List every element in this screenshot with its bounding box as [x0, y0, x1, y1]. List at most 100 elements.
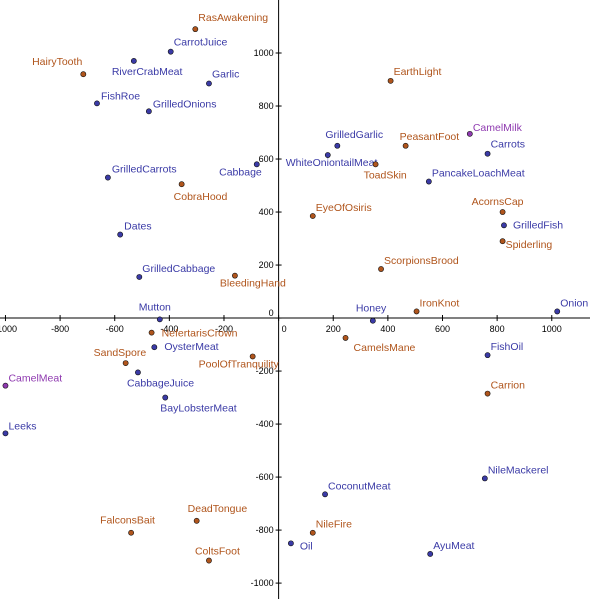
- point-leeks: [2, 430, 9, 437]
- y-tick-label: 800: [259, 101, 274, 111]
- point-label-dates: Dates: [124, 221, 151, 233]
- point-label-iron-knot: IronKnot: [420, 297, 460, 309]
- y-tick-label: 400: [259, 207, 274, 217]
- x-tick-label: 600: [435, 324, 450, 334]
- y-tick-label: -1000: [251, 578, 274, 588]
- point-label-grilled-garlic: GrilledGarlic: [325, 129, 383, 141]
- point-label-nefertaris-crown: NefertarisCrown: [162, 328, 238, 340]
- y-tick-label: -400: [256, 419, 274, 429]
- point-river-crab-meat: [130, 58, 137, 64]
- point-label-oil: Oil: [300, 540, 313, 552]
- point-grilled-cabbage: [136, 274, 143, 280]
- y-tick-label: -600: [256, 472, 274, 482]
- point-label-carrion: Carrion: [491, 380, 526, 392]
- data-points: RasAwakening CarrotJuice HairyTooth RiverCr…: [2, 12, 588, 564]
- point-pool-of-tranquility: [249, 353, 256, 360]
- point-grilled-fish: [501, 222, 507, 229]
- point-label-garlic: Garlic: [212, 68, 239, 80]
- point-label-scorpions-brood: ScorpionsBrood: [384, 255, 459, 267]
- y-tick-label: 200: [259, 260, 274, 270]
- point-bleeding-hand: [232, 272, 238, 279]
- point-bay-lobster-meat: [162, 394, 169, 401]
- x-tick-label: -400: [160, 324, 178, 334]
- x-tick-label: -200: [215, 324, 233, 334]
- point-label-pool-of-tranquility: PoolOfTranquility: [199, 358, 280, 370]
- point-hairy-tooth: [80, 71, 87, 78]
- point-camel-milk: [466, 130, 473, 137]
- point-ayu-meat: [427, 551, 434, 557]
- point-label-grilled-onions: GrilledOnions: [153, 98, 217, 110]
- point-mutton: [156, 316, 163, 323]
- point-label-grilled-carrots: GrilledCarrots: [112, 164, 177, 176]
- y-tick-label: -200: [256, 366, 274, 376]
- point-scorpions-brood: [378, 266, 384, 272]
- x-tick-label: 1000: [542, 324, 562, 334]
- point-label-mutton: Mutton: [139, 301, 171, 313]
- point-acorns-cap: [499, 209, 506, 215]
- point-label-white-oniontail-meat: WhiteOniontailMeat: [286, 157, 378, 169]
- point-label-ayu-meat: AyuMeat: [433, 540, 474, 552]
- point-grilled-carrots: [104, 174, 111, 181]
- point-cobra-hood: [178, 181, 185, 188]
- point-label-acorns-cap: AcornsCap: [472, 196, 524, 208]
- point-label-colts-foot: ColtsFoot: [195, 546, 240, 558]
- point-label-eye-of-osiris: EyeOfOsiris: [316, 202, 372, 214]
- point-label-earth-light: EarthLight: [394, 66, 442, 78]
- point-label-sand-spore: SandSpore: [94, 347, 147, 359]
- point-earth-light: [387, 77, 394, 84]
- point-sand-spore: [122, 360, 129, 367]
- point-label-toad-skin: ToadSkin: [364, 169, 407, 181]
- point-falcons-bait: [128, 529, 135, 536]
- x-tick-label: -800: [51, 324, 69, 334]
- point-onion: [554, 308, 561, 315]
- point-cabbage: [253, 161, 260, 168]
- point-label-grilled-cabbage: GrilledCabbage: [142, 263, 215, 275]
- point-label-hairy-tooth: HairyTooth: [32, 56, 82, 68]
- point-peasant-foot: [402, 142, 409, 149]
- point-grilled-onions: [145, 108, 152, 115]
- point-colts-foot: [206, 557, 212, 564]
- point-label-onion: Onion: [560, 297, 588, 309]
- x-tick-label: 800: [490, 324, 505, 334]
- point-label-carrot-juice: CarrotJuice: [174, 37, 228, 49]
- x-tick-label: -1000: [0, 324, 17, 334]
- point-carrion: [484, 390, 491, 397]
- y-tick-label: -800: [256, 525, 274, 535]
- point-nile-mackerel: [481, 475, 488, 482]
- point-label-fish-oil: FishOil: [491, 341, 524, 353]
- point-oyster-meat: [151, 344, 158, 351]
- x-tick-label: 400: [380, 324, 395, 334]
- point-label-carrots: Carrots: [491, 139, 525, 151]
- point-label-spiderling: Spiderling: [506, 239, 553, 251]
- point-label-bay-lobster-meat: BayLobsterMeat: [160, 403, 237, 415]
- point-cabbage-juice: [135, 369, 141, 376]
- point-dates: [117, 231, 124, 238]
- y-tick-label: 0: [269, 308, 274, 318]
- y-tick-label: 1000: [254, 48, 274, 58]
- x-tick-label: -600: [106, 324, 124, 334]
- point-coconut-meat: [322, 491, 328, 498]
- point-label-camel-milk: CamelMilk: [473, 122, 523, 134]
- point-label-peasant-foot: PeasantFoot: [400, 131, 460, 143]
- point-label-honey: Honey: [356, 303, 387, 315]
- tick-labels: -1000 -800 -600 -400 -200 200 400 600 800 1000 -10…: [0, 48, 562, 588]
- point-pancake-loach-meat: [425, 178, 432, 185]
- point-label-bleeding-hand: BleedingHand: [220, 278, 286, 290]
- point-nefertaris-crown: [148, 329, 155, 336]
- point-nile-fire: [309, 529, 316, 536]
- point-label-camels-mane: CamelsMane: [354, 342, 416, 354]
- point-label-coconut-meat: CoconutMeat: [328, 480, 391, 492]
- point-label-camel-meat: CamelMeat: [8, 373, 62, 385]
- point-label-ras-awakening: RasAwakening: [198, 12, 268, 24]
- point-iron-knot: [413, 308, 420, 315]
- point-eye-of-osiris: [309, 213, 316, 219]
- point-ras-awakening: [192, 26, 199, 33]
- x-tick-label: 200: [326, 324, 341, 334]
- point-fish-oil: [484, 352, 491, 359]
- x-tick-label: 0: [282, 324, 287, 334]
- point-label-cobra-hood: CobraHood: [174, 191, 228, 203]
- point-carrots: [484, 150, 491, 157]
- point-label-cabbage-juice: CabbageJuice: [127, 377, 194, 389]
